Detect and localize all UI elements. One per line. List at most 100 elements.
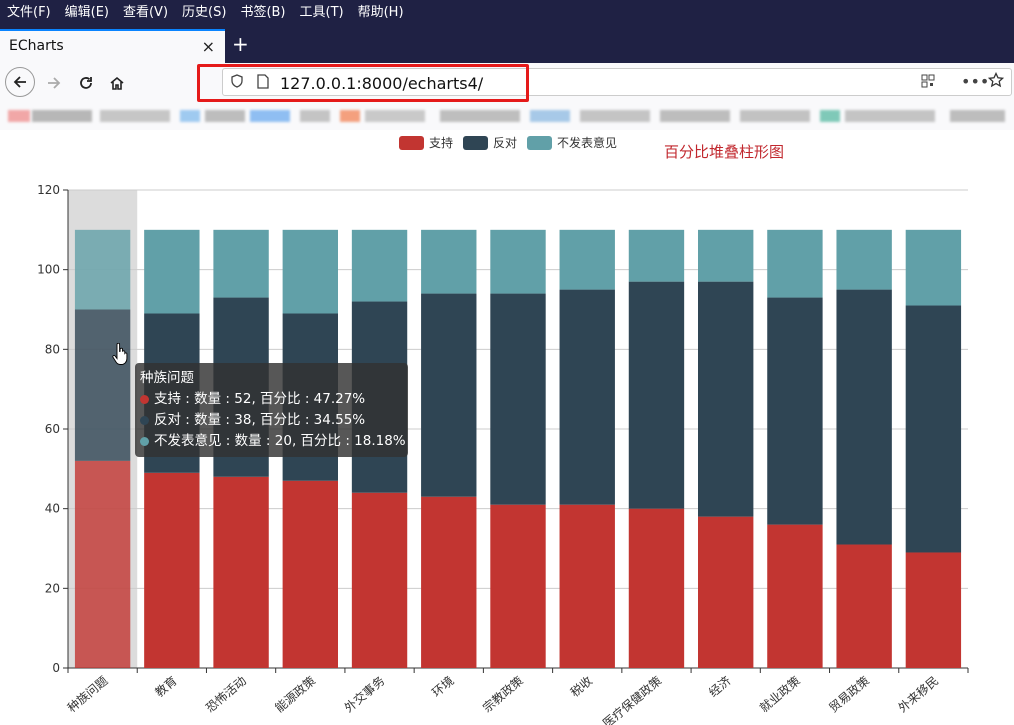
- url-text[interactable]: 127.0.0.1:8000/echarts4/: [280, 74, 484, 93]
- bar-segment: [628, 508, 685, 668]
- bookmark-item[interactable]: [365, 110, 425, 122]
- bar-segment: [74, 460, 131, 668]
- address-bar[interactable]: 127.0.0.1:8000/echarts4/ •••: [222, 68, 1012, 96]
- bookmark-item[interactable]: [100, 110, 170, 122]
- shield-icon[interactable]: [231, 74, 243, 92]
- bar-segment: [282, 229, 338, 314]
- bar-segment: [698, 281, 754, 517]
- page-icon: [257, 74, 269, 93]
- bookmark-item[interactable]: [250, 110, 290, 122]
- bookmark-item[interactable]: [300, 110, 330, 122]
- x-tick-label: 就业政策: [757, 674, 803, 716]
- x-tick-label: 外交事务: [341, 673, 387, 715]
- menu-tools[interactable]: 工具(T): [299, 5, 344, 20]
- bar-segment: [559, 229, 615, 290]
- bar-segment: [144, 229, 200, 314]
- y-tick-label: 100: [37, 263, 60, 277]
- y-tick-label: 60: [45, 422, 60, 436]
- bar-segment: [767, 229, 823, 298]
- tooltip-title: 种族问题: [140, 370, 194, 386]
- tooltip-row: 支持 : 数量 : 52, 百分比 : 47.27%: [140, 389, 403, 410]
- menu-bookmarks[interactable]: 书签(B): [240, 5, 286, 20]
- bar-segment: [351, 492, 408, 668]
- x-tick-label: 能源政策: [272, 674, 318, 716]
- menu-view[interactable]: 查看(V): [122, 5, 169, 20]
- bookmark-item[interactable]: [740, 110, 810, 122]
- legend-label: 反对: [493, 136, 517, 150]
- menu-history[interactable]: 历史(S): [182, 5, 227, 20]
- x-tick-label: 恐怖活动: [203, 673, 249, 715]
- bar-segment: [905, 305, 962, 553]
- bar-segment: [628, 281, 685, 509]
- bookmark-item[interactable]: [8, 110, 30, 122]
- bar-segment: [490, 504, 546, 668]
- bookmark-item[interactable]: [205, 110, 245, 122]
- bookmark-item[interactable]: [950, 110, 1005, 122]
- bookmark-item[interactable]: [340, 110, 360, 122]
- tooltip-row-text: 不发表意见 : 数量 : 20, 百分比 : 18.18%: [154, 433, 406, 449]
- x-tick-label: 种族问题: [65, 674, 111, 716]
- x-tick-label: 宗教政策: [480, 673, 526, 715]
- bookmark-item[interactable]: [660, 110, 730, 122]
- bar-segment: [698, 229, 754, 282]
- y-tick-label: 20: [45, 581, 60, 595]
- tooltip-dot: [140, 395, 149, 404]
- bar-segment: [767, 524, 823, 668]
- bar-segment: [213, 229, 269, 298]
- bar-segment: [490, 229, 546, 294]
- tooltip-dot: [140, 416, 149, 425]
- legend-label: 不发表意见: [557, 135, 617, 150]
- menu-help[interactable]: 帮助(H): [357, 5, 404, 20]
- bookmark-item[interactable]: [580, 110, 650, 122]
- tooltip-row-text: 支持 : 数量 : 52, 百分比 : 47.27%: [154, 391, 366, 407]
- qr-code-icon[interactable]: [921, 74, 935, 92]
- bookmark-item[interactable]: [180, 110, 200, 122]
- tooltip-dot: [140, 437, 149, 446]
- x-tick-label: 医疗保健政策: [600, 674, 664, 725]
- x-tick-label: 环境: [429, 673, 457, 700]
- y-tick-label: 0: [52, 661, 60, 675]
- bar-segment: [421, 229, 477, 294]
- bar-segment: [559, 504, 615, 668]
- home-icon[interactable]: [103, 69, 131, 97]
- close-icon[interactable]: ×: [201, 37, 215, 56]
- menu-file[interactable]: 文件(F): [7, 5, 51, 20]
- bar-segment: [351, 229, 408, 302]
- chart-area: 0 20 40 60 80 100 120 种族问题 教育 恐怖活动 能源政策 外交事务 环境 宗教政策税…: [0, 130, 1014, 725]
- bookmark-item[interactable]: [530, 110, 570, 122]
- back-arrow-icon[interactable]: [5, 67, 35, 97]
- x-tick-label: 税收: [568, 674, 595, 700]
- x-tick-label: 贸易政策: [826, 674, 872, 716]
- menu-bar: 文件(F) 编辑(E) 查看(V) 历史(S) 书签(B) 工具(T) 帮助(H…: [0, 0, 1014, 25]
- star-icon[interactable]: [987, 71, 1005, 92]
- reload-icon[interactable]: [72, 69, 100, 97]
- bookmark-item[interactable]: [845, 110, 935, 122]
- tab-echarts[interactable]: ECharts ×: [0, 29, 225, 63]
- new-tab-button[interactable]: +: [232, 32, 249, 56]
- forward-arrow-icon[interactable]: [40, 69, 68, 97]
- y-tick-label: 120: [37, 183, 60, 197]
- x-tick-label: 教育: [152, 673, 180, 700]
- hand-cursor-icon: [112, 343, 128, 365]
- tooltip-row: 反对 : 数量 : 38, 百分比 : 34.55%: [140, 410, 403, 431]
- bar-segment: [144, 472, 200, 668]
- menu-edit[interactable]: 编辑(E): [64, 5, 109, 20]
- y-tick-label: 40: [45, 502, 60, 516]
- bookmark-item[interactable]: [820, 110, 840, 122]
- tab-title: ECharts: [9, 38, 64, 54]
- bar-segment: [421, 496, 477, 668]
- bar-segment: [836, 289, 892, 545]
- more-icon[interactable]: •••: [961, 72, 990, 91]
- legend-swatch: [463, 136, 488, 150]
- navigation-bar: 127.0.0.1:8000/echarts4/ •••: [0, 63, 1014, 103]
- bookmark-item[interactable]: [32, 110, 92, 122]
- y-tick-label: 80: [45, 342, 60, 356]
- bookmark-item[interactable]: [440, 110, 520, 122]
- bar-segment: [559, 289, 615, 505]
- x-tick-label: 经济: [706, 673, 734, 700]
- bar-segment: [74, 309, 131, 461]
- bar-segment: [490, 293, 546, 505]
- legend-swatch: [399, 136, 424, 150]
- bookmarks-toolbar: [0, 103, 1014, 130]
- legend-swatch: [527, 136, 552, 150]
